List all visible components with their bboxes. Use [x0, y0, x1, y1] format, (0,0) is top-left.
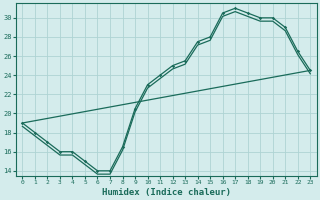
Point [208, 35, 213, 39]
Point [145, 83, 150, 86]
Point [108, 169, 113, 172]
Point [295, 50, 300, 53]
Point [20, 121, 25, 125]
Point [245, 11, 250, 15]
Point [283, 26, 288, 29]
X-axis label: Humidex (Indice chaleur): Humidex (Indice chaleur) [102, 188, 231, 197]
Point [220, 11, 225, 15]
Point [308, 69, 313, 72]
Point [45, 141, 50, 144]
Point [83, 160, 88, 163]
Point [258, 16, 263, 19]
Point [120, 145, 125, 148]
Point [195, 40, 200, 43]
Point [132, 107, 138, 110]
Point [170, 64, 175, 67]
Point [70, 150, 75, 153]
Point [270, 16, 275, 19]
Point [157, 74, 163, 77]
Point [32, 131, 37, 134]
Point [182, 59, 188, 62]
Point [233, 7, 238, 10]
Point [57, 150, 62, 153]
Point [95, 169, 100, 172]
